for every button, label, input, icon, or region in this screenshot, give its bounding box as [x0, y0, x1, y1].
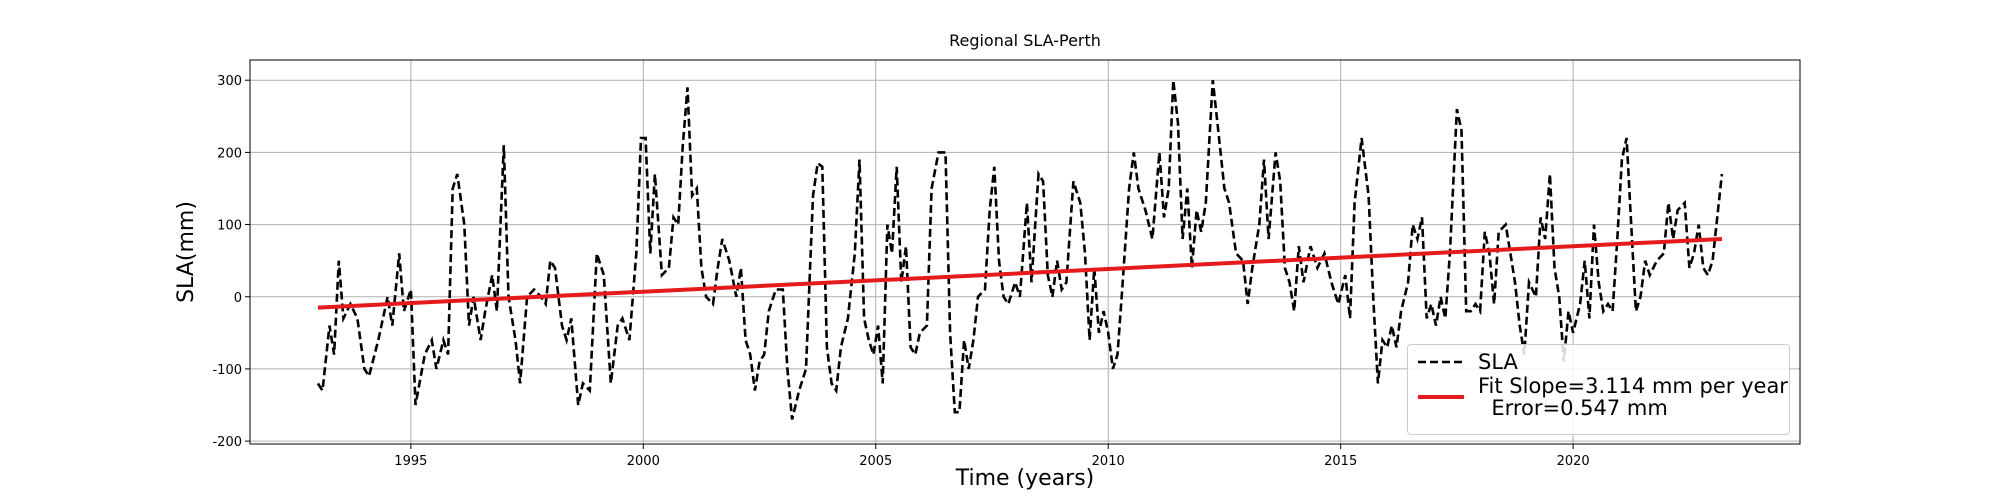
series-line: [317, 237, 1722, 310]
x-tick-label: 2005: [859, 454, 892, 469]
x-tick-label: 2020: [1557, 454, 1590, 469]
y-tick-label: 300: [217, 74, 242, 89]
legend-label: Fit Slope=3.114 mm per year Error=0.547 …: [1478, 374, 1788, 420]
x-tick-label: 2000: [627, 454, 660, 469]
x-tick-label: 2015: [1324, 454, 1357, 469]
x-tick-label: 2010: [1092, 454, 1125, 469]
y-tick-label: -100: [212, 363, 242, 378]
series-line: [316, 80, 1724, 420]
legend-swatch: [1418, 395, 1464, 399]
plot-frame: [249, 59, 1801, 445]
y-tick-label: 200: [217, 146, 242, 161]
y-tick-label: 100: [217, 219, 242, 234]
legend-entry: SLA: [1416, 351, 1781, 373]
legend-label: SLA: [1478, 350, 1518, 374]
chart-title: Regional SLA-Perth: [949, 31, 1101, 50]
legend-entry: Fit Slope=3.114 mm per year Error=0.547 …: [1416, 375, 1788, 419]
y-axis-label: SLA(mm): [174, 201, 199, 303]
y-tick-label: -200: [212, 435, 242, 450]
y-tick-label: 0: [234, 291, 242, 306]
legend-swatch: [1418, 360, 1464, 364]
legend: SLA Fit Slope=3.114 mm per year Error=0.5…: [1407, 344, 1790, 435]
x-axis-label: Time (years): [955, 466, 1095, 491]
x-tick-label: 1995: [394, 454, 427, 469]
